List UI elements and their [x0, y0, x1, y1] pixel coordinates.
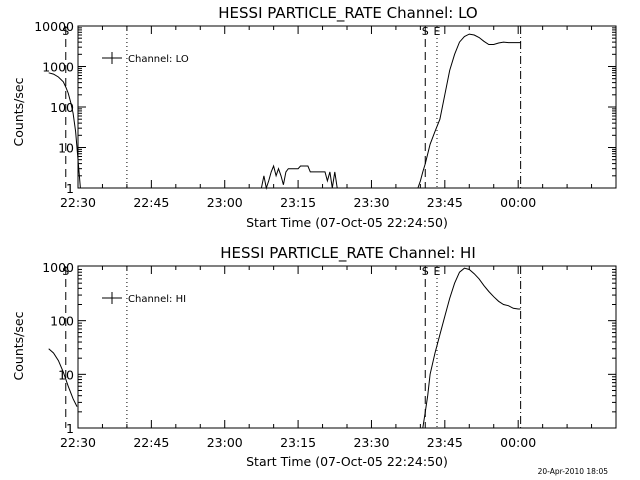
x-tick-label-hi: 23:30 — [353, 435, 389, 450]
marker-label-lo: E — [434, 25, 441, 38]
y-tick-label-lo: 1 — [66, 181, 74, 196]
x-tick-label-lo: 22:30 — [60, 195, 96, 210]
x-tick-label-lo: 23:15 — [280, 195, 316, 210]
x-tick-label-hi: 23:15 — [280, 435, 316, 450]
x-tick-label-hi: 23:00 — [207, 435, 243, 450]
legend-lo-label: Channel: LO — [128, 54, 189, 65]
series-line-lo-2 — [417, 33, 521, 189]
x-tick-label-hi: 00:00 — [500, 435, 536, 450]
marker-label-hi: E — [434, 265, 441, 278]
x-tick-label-lo: 23:45 — [427, 195, 463, 210]
x-tick-label-hi: 23:45 — [427, 435, 463, 450]
chart-lo-xlabel: Start Time (07-Oct-05 22:24:50) — [246, 215, 448, 230]
series-line-hi-0 — [48, 348, 78, 407]
legend-hi-label: Channel: HI — [128, 294, 186, 305]
x-tick-label-lo: 23:30 — [353, 195, 389, 210]
y-tick-label-lo: 100 — [50, 100, 74, 115]
y-tick-label-hi: 100 — [50, 314, 74, 329]
x-tick-label-lo: 22:45 — [133, 195, 169, 210]
chart-lo-frame — [77, 25, 617, 189]
series-line-hi-1 — [422, 267, 521, 429]
x-tick-label-hi: 22:45 — [133, 435, 169, 450]
series-line-lo-0 — [48, 72, 81, 189]
marker-label-hi: S — [62, 265, 69, 278]
x-tick-label-hi: 22:30 — [60, 435, 96, 450]
y-tick-label-hi: 1000 — [42, 260, 74, 275]
chart-hi-panel: HESSI PARTICLE_RATE Channel: HI Counts/s… — [11, 244, 617, 469]
chart-lo-title: HESSI PARTICLE_RATE Channel: LO — [218, 4, 477, 23]
marker-label-lo: S — [62, 25, 69, 38]
chart-hi-ylabel: Counts/sec — [11, 311, 26, 380]
chart-hi-xlabel: Start Time (07-Oct-05 22:24:50) — [246, 454, 448, 469]
marker-label-lo: S — [422, 25, 429, 38]
chart-lo-ylabel: Counts/sec — [11, 77, 26, 146]
footer-timestamp: 20-Apr-2010 18:05 — [538, 467, 609, 476]
marker-label-hi: S — [422, 265, 429, 278]
y-tick-label-lo: 10000 — [34, 19, 74, 34]
x-tick-label-lo: 23:00 — [207, 195, 243, 210]
chart-hi-title: HESSI PARTICLE_RATE Channel: HI — [220, 244, 476, 263]
chart-lo-ticks: 22:30 22:45 23:00 23:15 23:30 23:45 00:0011010… — [34, 19, 617, 210]
x-tick-label-lo: 00:00 — [500, 195, 536, 210]
chart-hi-ticks: 22:30 22:45 23:00 23:15 23:30 23:45 00:0011010… — [42, 260, 617, 450]
chart-hi-frame — [77, 265, 617, 429]
y-tick-label-lo: 1000 — [42, 60, 74, 75]
series-line-lo-1 — [260, 164, 338, 190]
chart-lo-panel: HESSI PARTICLE_RATE Channel: LO Counts/s… — [11, 4, 617, 230]
y-tick-label-hi: 1 — [66, 421, 74, 436]
